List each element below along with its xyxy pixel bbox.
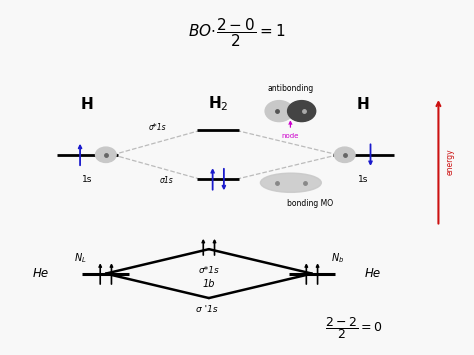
Text: H$_2$: H$_2$ bbox=[208, 95, 228, 114]
Text: σ '1s: σ '1s bbox=[196, 305, 218, 314]
Ellipse shape bbox=[260, 173, 321, 192]
Text: He: He bbox=[32, 267, 48, 280]
Text: H: H bbox=[357, 97, 370, 111]
Text: 1s: 1s bbox=[82, 175, 92, 184]
Text: He: He bbox=[365, 267, 381, 280]
Text: bonding MO: bonding MO bbox=[287, 198, 333, 208]
Text: antibonding: antibonding bbox=[267, 84, 313, 93]
Text: $\mathit{N_L}$: $\mathit{N_L}$ bbox=[74, 251, 86, 265]
Circle shape bbox=[335, 147, 355, 163]
Text: σ1s: σ1s bbox=[160, 176, 173, 186]
Text: 1s: 1s bbox=[358, 175, 369, 184]
Text: node: node bbox=[282, 121, 299, 139]
Circle shape bbox=[265, 100, 293, 122]
Text: $\mathit{BO\!\cdot\!\dfrac{2-0}{2}=1}$: $\mathit{BO\!\cdot\!\dfrac{2-0}{2}=1}$ bbox=[188, 16, 286, 49]
Text: $\mathit{N_b}$: $\mathit{N_b}$ bbox=[331, 251, 344, 265]
Text: $\dfrac{2-2}{2} = 0$: $\dfrac{2-2}{2} = 0$ bbox=[326, 315, 383, 341]
Text: H: H bbox=[81, 97, 93, 111]
Text: energy: energy bbox=[446, 148, 455, 175]
Text: 1b: 1b bbox=[203, 279, 215, 289]
Circle shape bbox=[96, 147, 116, 163]
Circle shape bbox=[288, 100, 316, 122]
Text: σ*1s: σ*1s bbox=[148, 123, 166, 132]
Text: σ*1s: σ*1s bbox=[199, 266, 219, 275]
